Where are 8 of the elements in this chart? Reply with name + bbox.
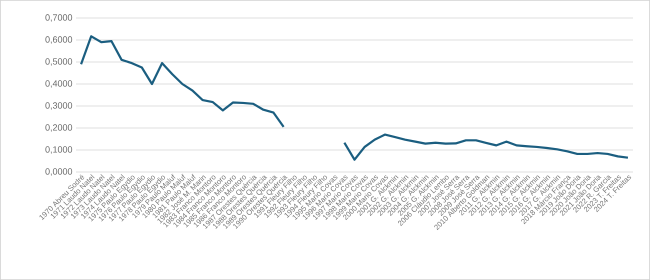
y-tick-label: 0,5000: [45, 58, 72, 66]
y-tick-label: 0,2000: [45, 124, 72, 132]
y-tick-label: 0,6000: [45, 36, 72, 44]
y-tick-label: 0,4000: [45, 80, 72, 88]
y-tick-label: 0,3000: [45, 102, 72, 110]
y-tick-label: 0,1000: [45, 146, 72, 154]
y-tick-label: 0,0000: [45, 168, 72, 176]
y-tick-label: 0,7000: [45, 14, 72, 22]
